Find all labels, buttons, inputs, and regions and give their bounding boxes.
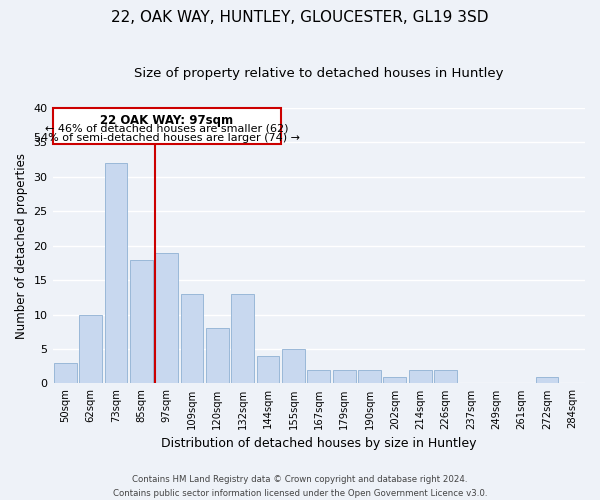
Bar [333,370,356,384]
Bar [282,349,305,384]
Bar [409,370,431,384]
Text: 54% of semi-detached houses are larger (74) →: 54% of semi-detached houses are larger (… [34,133,300,143]
Bar [307,370,330,384]
Text: 22 OAK WAY: 97sqm: 22 OAK WAY: 97sqm [100,114,233,126]
X-axis label: Distribution of detached houses by size in Huntley: Distribution of detached houses by size … [161,437,476,450]
Bar [536,376,559,384]
Text: 22, OAK WAY, HUNTLEY, GLOUCESTER, GL19 3SD: 22, OAK WAY, HUNTLEY, GLOUCESTER, GL19 3… [111,10,489,25]
Bar [54,363,77,384]
Bar [231,294,254,384]
FancyBboxPatch shape [53,108,281,144]
Text: ← 46% of detached houses are smaller (62): ← 46% of detached houses are smaller (62… [45,123,289,133]
Bar [181,294,203,384]
Text: Contains HM Land Registry data © Crown copyright and database right 2024.
Contai: Contains HM Land Registry data © Crown c… [113,476,487,498]
Bar [130,260,152,384]
Title: Size of property relative to detached houses in Huntley: Size of property relative to detached ho… [134,68,503,80]
Bar [358,370,381,384]
Bar [257,356,280,384]
Bar [155,252,178,384]
Bar [206,328,229,384]
Bar [104,163,127,384]
Bar [434,370,457,384]
Bar [79,314,102,384]
Bar [383,376,406,384]
Y-axis label: Number of detached properties: Number of detached properties [15,152,28,338]
